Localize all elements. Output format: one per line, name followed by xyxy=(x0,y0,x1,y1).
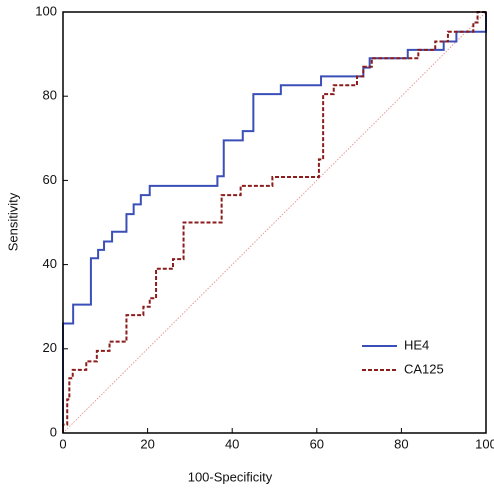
x-tick-label: 100 xyxy=(475,436,494,451)
legend-label: HE4 xyxy=(404,337,429,352)
x-tick-label: 20 xyxy=(140,436,154,451)
y-tick-label: 80 xyxy=(43,88,57,103)
x-tick-label: 60 xyxy=(310,436,324,451)
roc-line xyxy=(62,12,487,433)
y-tick-label: 40 xyxy=(43,256,57,271)
y-axis-label: Sensitivity xyxy=(5,192,20,251)
reference-line xyxy=(62,11,487,434)
roc-line xyxy=(62,11,486,433)
y-tick-label: 60 xyxy=(43,172,57,187)
y-tick-label: 20 xyxy=(43,340,57,355)
y-tick-label: 0 xyxy=(50,424,57,439)
x-tick-label: 0 xyxy=(59,436,66,451)
x-tick-label: 40 xyxy=(225,436,239,451)
legend-label: CA125 xyxy=(404,361,444,376)
x-tick-label: 80 xyxy=(394,436,408,451)
plot-frame xyxy=(62,11,487,434)
x-axis-label: 100-Specificity xyxy=(188,469,273,484)
y-tick-label: 100 xyxy=(35,3,57,18)
